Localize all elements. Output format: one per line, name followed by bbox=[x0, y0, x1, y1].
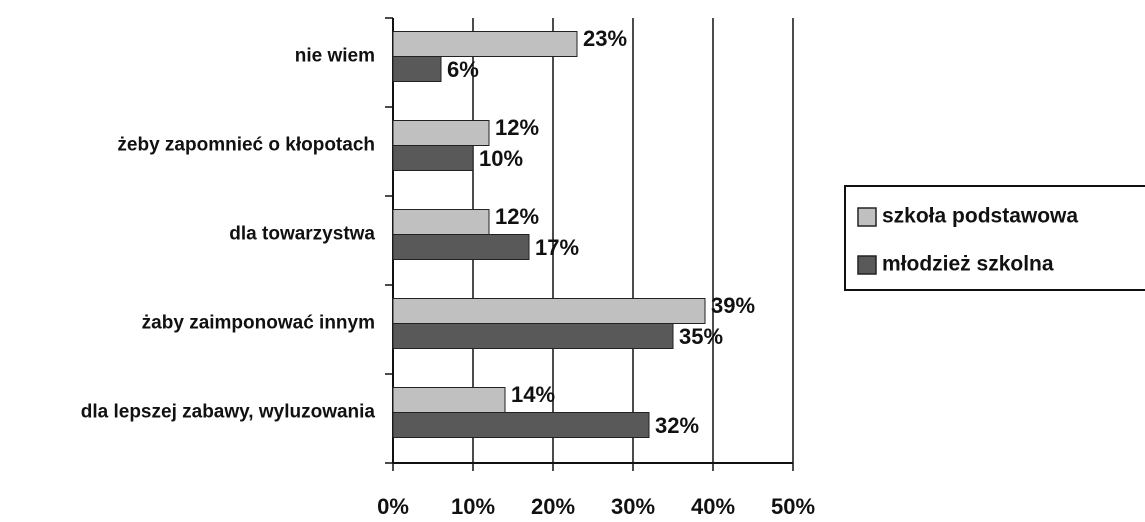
value-label: 23% bbox=[583, 26, 627, 51]
value-label: 17% bbox=[535, 235, 579, 260]
value-label: 32% bbox=[655, 413, 699, 438]
value-label: 6% bbox=[447, 57, 479, 82]
legend-swatch bbox=[857, 255, 877, 275]
bar bbox=[392, 145, 474, 171]
value-label: 10% bbox=[479, 146, 523, 171]
x-tick-label: 0% bbox=[377, 494, 409, 519]
x-tick-label: 50% bbox=[771, 494, 815, 519]
value-label: 12% bbox=[495, 204, 539, 229]
bar bbox=[392, 56, 442, 82]
x-tick-label: 10% bbox=[451, 494, 495, 519]
x-tick-label: 20% bbox=[531, 494, 575, 519]
bar bbox=[392, 120, 490, 146]
x-tick-label: 40% bbox=[691, 494, 735, 519]
category-label: nie wiem bbox=[295, 46, 375, 67]
value-label: 12% bbox=[495, 115, 539, 140]
bar bbox=[392, 387, 506, 413]
legend-box bbox=[844, 185, 1145, 291]
bar bbox=[392, 209, 490, 235]
value-label: 35% bbox=[679, 324, 723, 349]
value-label: 39% bbox=[711, 293, 755, 318]
bar bbox=[392, 31, 578, 57]
bar bbox=[392, 298, 706, 324]
category-label: dla lepszej zabawy, wyluzowania bbox=[81, 402, 376, 423]
category-label: żaby zaimponować innym bbox=[142, 313, 375, 334]
category-label: żeby zapomnieć o kłopotach bbox=[117, 135, 375, 156]
category-label: dla towarzystwa bbox=[229, 224, 375, 245]
legend-label: szkoła podstawowa bbox=[882, 205, 1078, 228]
legend-label: młodzież szkolna bbox=[882, 253, 1054, 276]
bar bbox=[392, 234, 530, 260]
bar bbox=[392, 412, 650, 438]
bar bbox=[392, 323, 674, 349]
x-tick-label: 30% bbox=[611, 494, 655, 519]
legend-swatch bbox=[857, 207, 877, 227]
value-label: 14% bbox=[511, 382, 555, 407]
